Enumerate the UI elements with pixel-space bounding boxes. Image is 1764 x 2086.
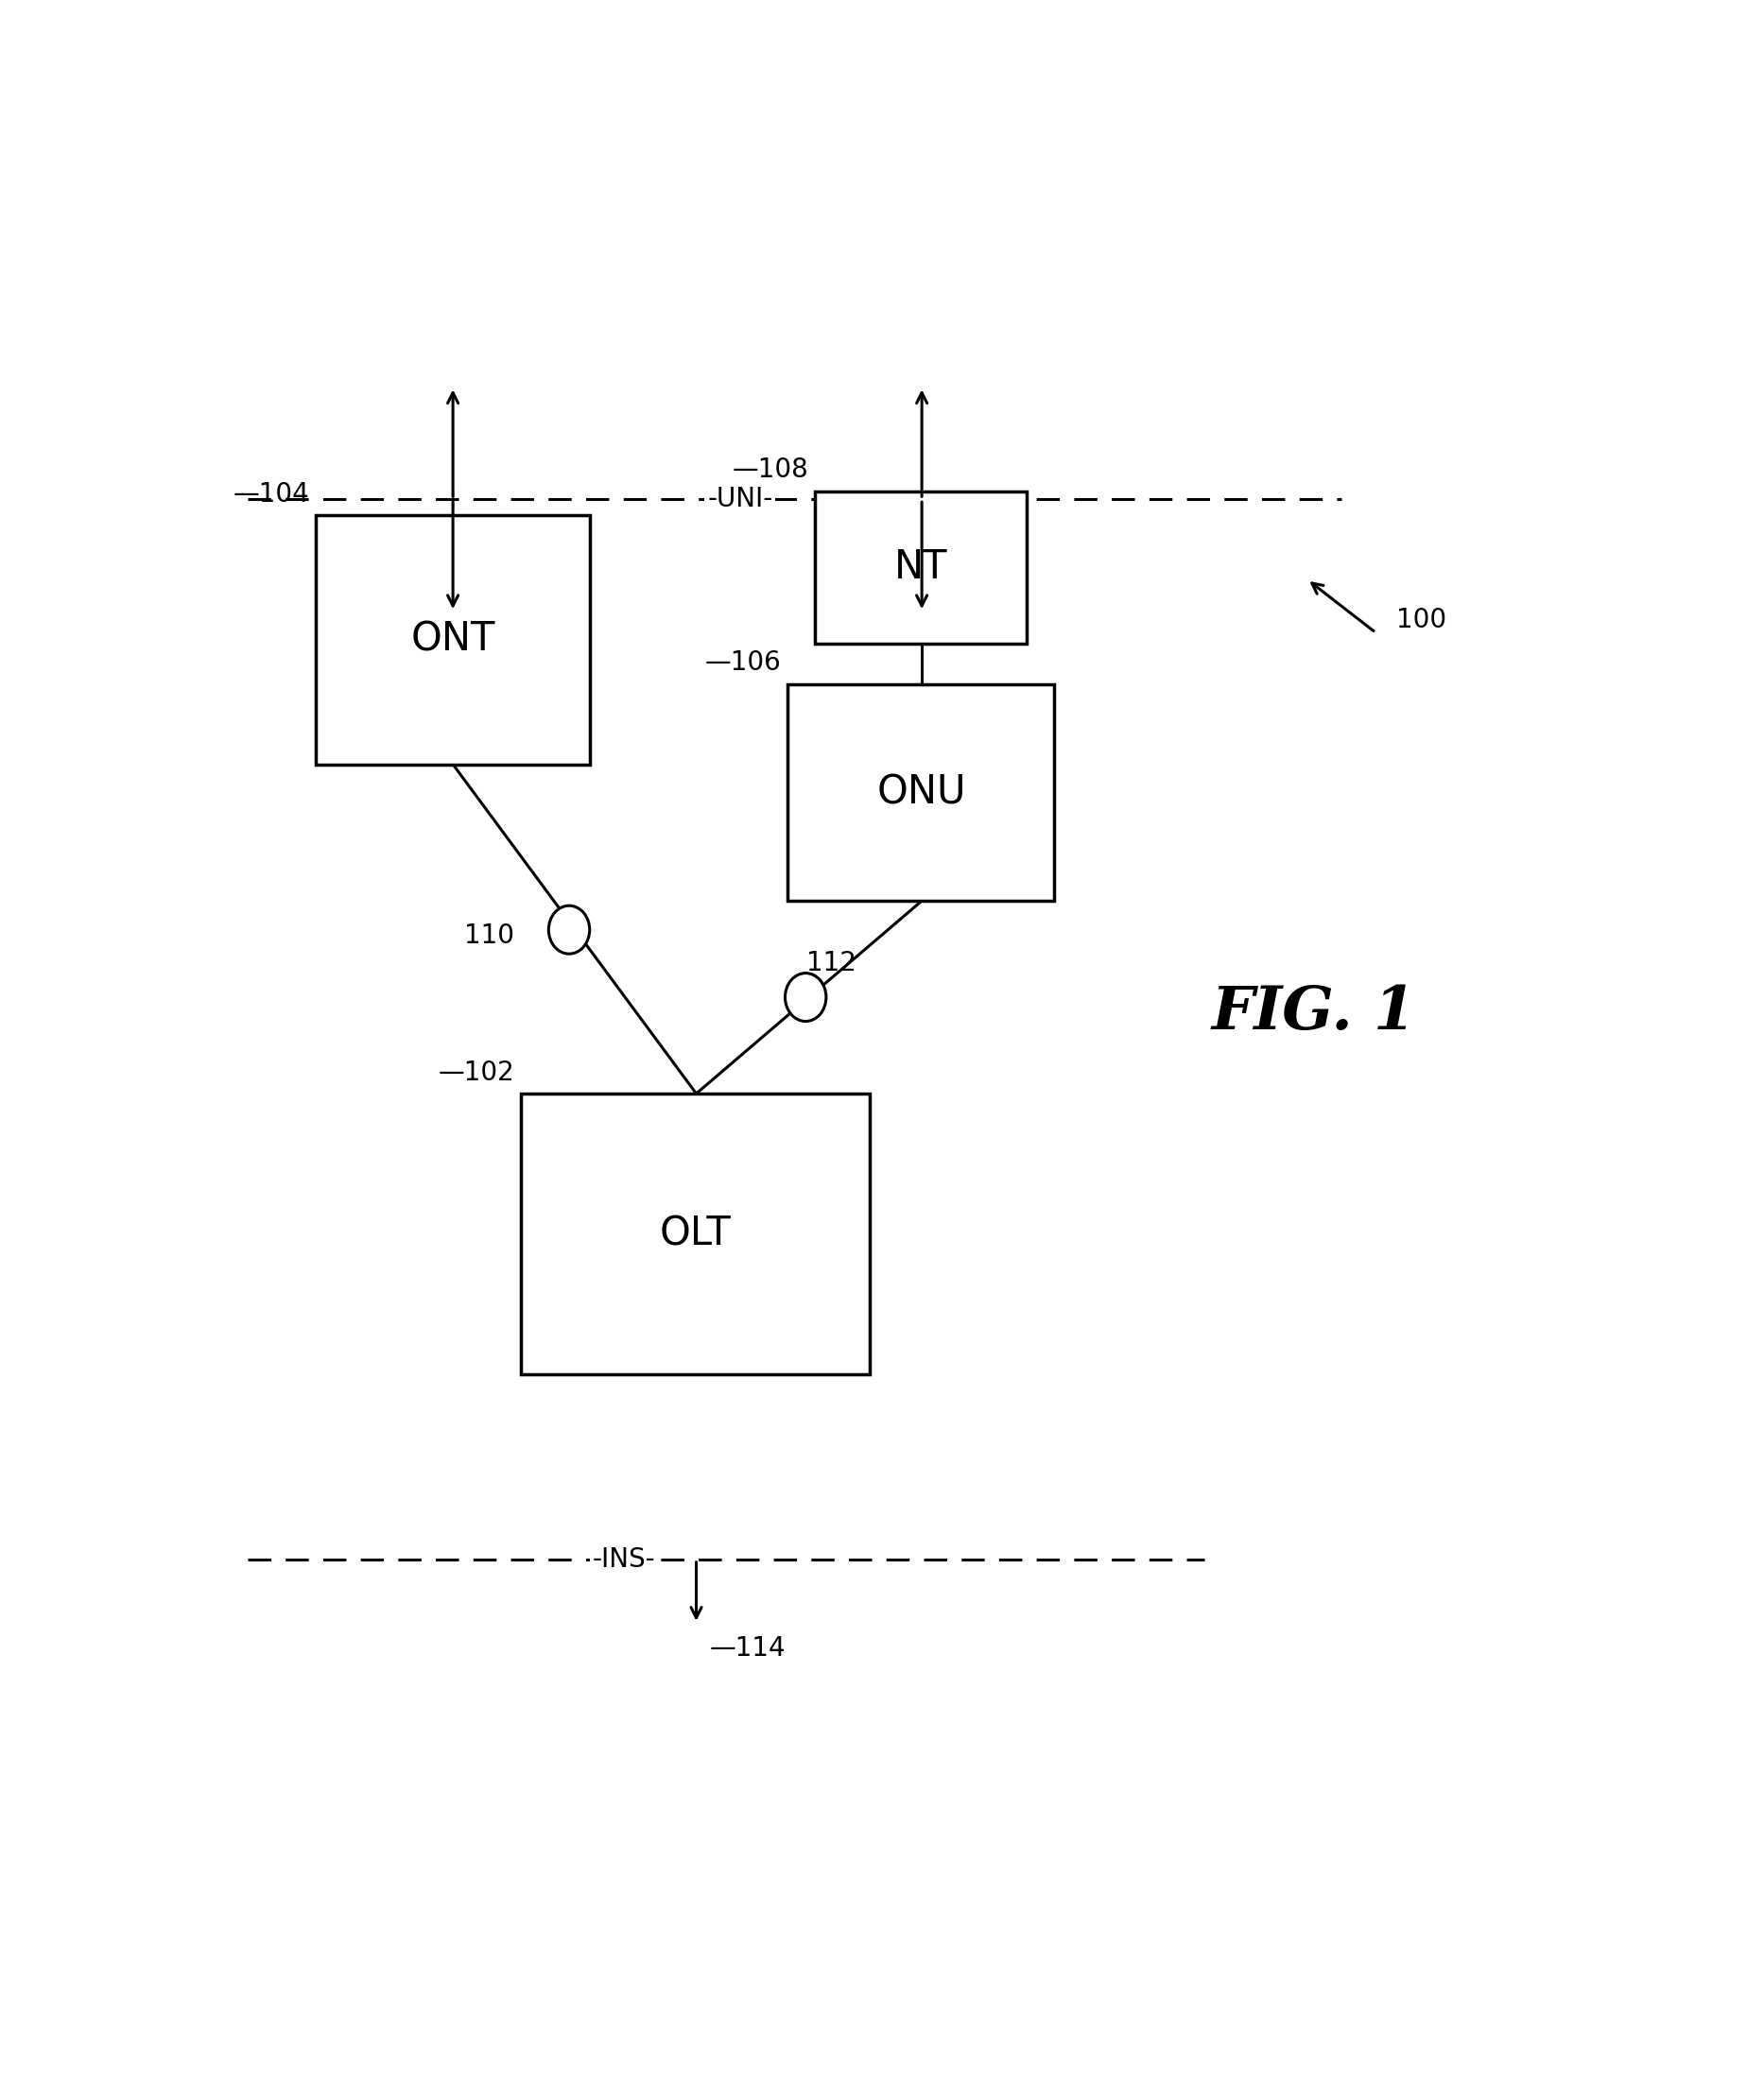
- Text: —102: —102: [437, 1060, 515, 1085]
- Text: —104: —104: [233, 482, 309, 507]
- Text: FIG. 1: FIG. 1: [1212, 985, 1416, 1043]
- Text: —114: —114: [709, 1635, 787, 1660]
- Circle shape: [785, 972, 826, 1022]
- Text: —106: —106: [704, 649, 781, 676]
- Text: ONT: ONT: [411, 620, 496, 659]
- Bar: [316, 515, 589, 763]
- Circle shape: [549, 905, 589, 953]
- Bar: [522, 1093, 870, 1375]
- Text: -UNI-: -UNI-: [707, 486, 773, 513]
- Bar: [815, 492, 1027, 645]
- Bar: [789, 684, 1055, 901]
- Text: NT: NT: [894, 549, 947, 588]
- Text: 112: 112: [806, 949, 856, 976]
- Text: 100: 100: [1397, 607, 1446, 632]
- Text: OLT: OLT: [660, 1214, 732, 1254]
- Text: ONU: ONU: [877, 772, 967, 811]
- Text: -INS-: -INS-: [593, 1546, 654, 1573]
- Text: —108: —108: [732, 457, 808, 484]
- Text: 110: 110: [464, 922, 515, 949]
